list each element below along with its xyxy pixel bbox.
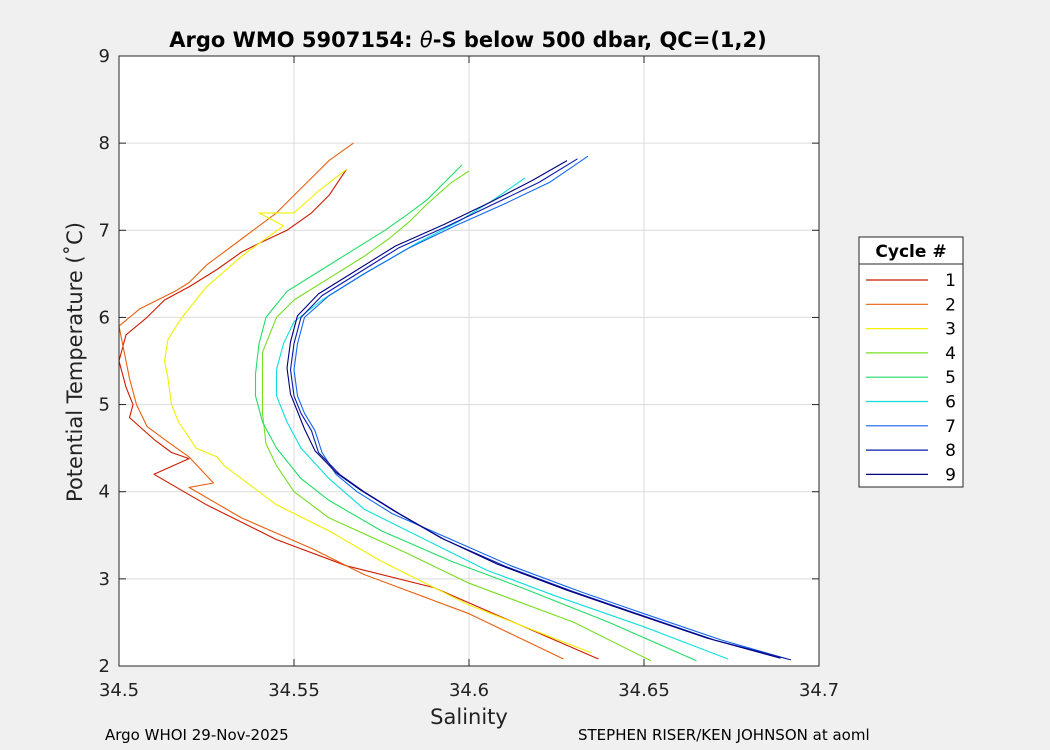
y-tick-label: 3 <box>99 569 110 590</box>
series-line-cycle-1 <box>118 168 599 660</box>
footer-left: Argo WHOI 29-Nov-2025 <box>105 726 289 744</box>
series-line-cycle-3 <box>163 168 592 654</box>
y-tick-label: 8 <box>99 133 110 154</box>
x-tick-label: 34.65 <box>618 680 670 701</box>
legend-label-cycle-7: 7 <box>945 417 956 437</box>
legend: Cycle # 1 2 3 4 5 6 7 8 9 <box>858 236 964 488</box>
legend-label-cycle-8: 8 <box>945 441 956 461</box>
legend-items: 1 2 3 4 5 6 7 8 9 <box>866 271 956 485</box>
legend-box <box>858 236 964 488</box>
x-tick-label: 34.5 <box>99 680 139 701</box>
y-tick-label: 6 <box>99 307 110 328</box>
y-tick-label: 7 <box>99 220 110 241</box>
series-line-cycle-8 <box>289 158 792 661</box>
chart-title: Argo WMO 5907154: θ-S below 500 dbar, QC… <box>169 28 766 52</box>
series-line-cycle-6 <box>275 177 729 660</box>
series-line-cycle-4 <box>261 170 652 662</box>
legend-label-cycle-3: 3 <box>945 320 956 340</box>
series-line-cycle-2 <box>118 142 564 660</box>
legend-label-cycle-9: 9 <box>945 465 956 485</box>
y-tick-label: 2 <box>99 656 110 677</box>
footer-right: STEPHEN RISER/KEN JOHNSON at aoml <box>578 726 870 744</box>
x-tick-label: 34.6 <box>449 680 489 701</box>
x-axis-label: Salinity <box>430 705 508 729</box>
series-line-cycle-5 <box>254 164 697 662</box>
ticks: 34.5 34.55 34.6 34.65 34.7 2 3 4 5 6 7 8 9 <box>99 46 839 701</box>
y-tick-label: 9 <box>99 46 110 67</box>
y-tick-label: 4 <box>99 482 110 503</box>
series-group <box>118 142 792 662</box>
legend-label-cycle-5: 5 <box>945 368 956 388</box>
x-tick-label: 34.55 <box>268 680 320 701</box>
legend-label-cycle-6: 6 <box>945 393 956 413</box>
y-axis-label: Potential Temperature (˚C) <box>63 222 87 502</box>
legend-label-cycle-4: 4 <box>945 344 956 364</box>
y-tick-label: 5 <box>99 395 110 416</box>
legend-title: Cycle # <box>875 242 946 262</box>
legend-label-cycle-2: 2 <box>945 295 956 315</box>
series-line-cycle-9 <box>286 160 781 659</box>
legend-label-cycle-1: 1 <box>945 271 956 291</box>
series-line-cycle-7 <box>293 155 788 660</box>
x-tick-label: 34.7 <box>799 680 839 701</box>
